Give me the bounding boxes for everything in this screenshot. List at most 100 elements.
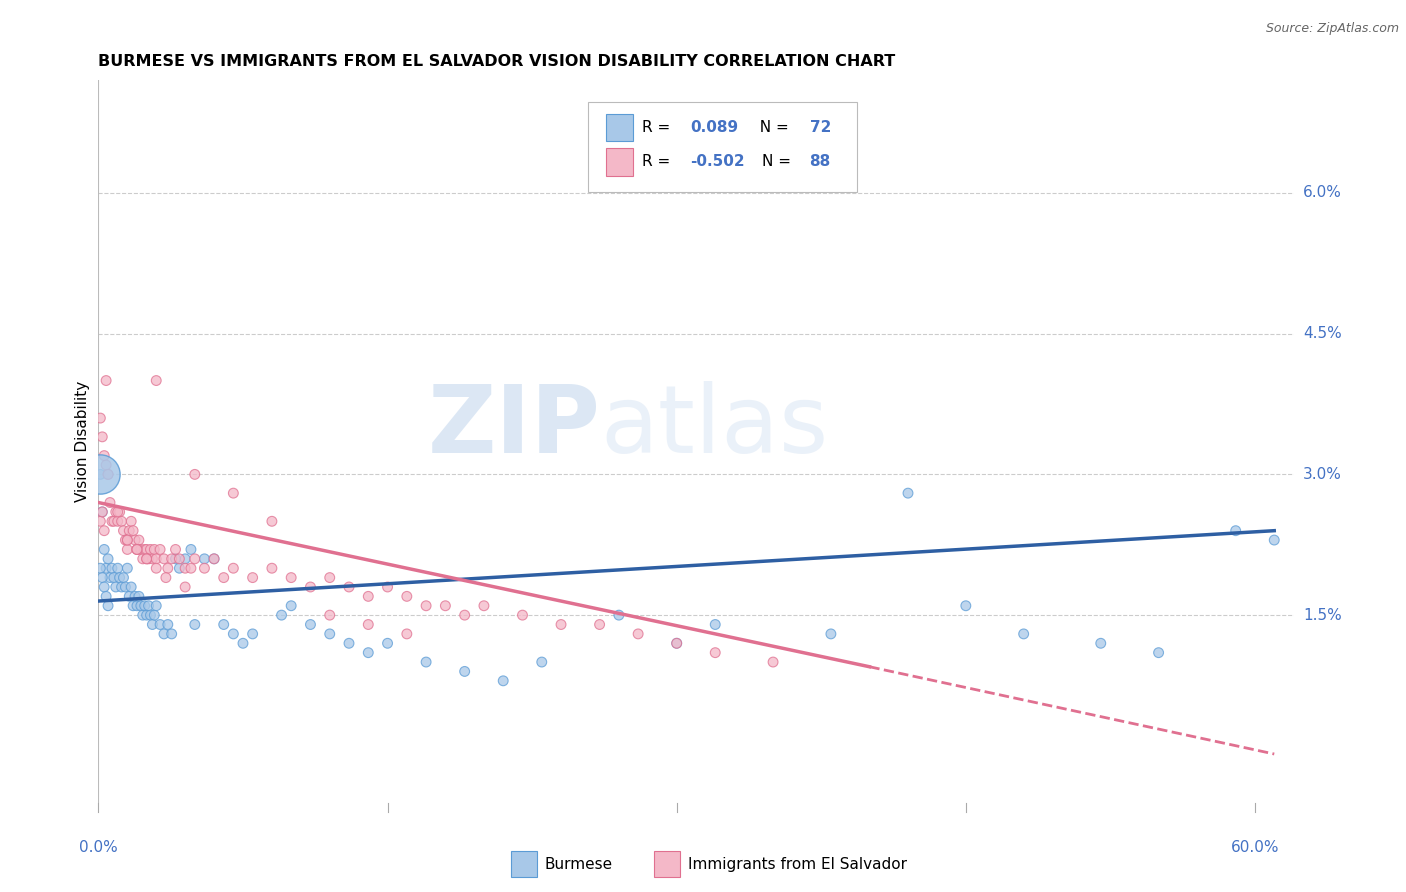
Point <box>94 561 117 575</box>
Point <box>149 617 172 632</box>
Point <box>101 561 124 575</box>
Point <box>94 458 117 472</box>
Text: atlas: atlas <box>600 381 828 473</box>
Point <box>107 514 129 528</box>
Point <box>280 571 302 585</box>
Point <box>1090 636 1112 650</box>
Point <box>357 646 380 660</box>
Point <box>108 571 131 585</box>
Point <box>415 599 437 613</box>
Point <box>117 533 139 547</box>
Point <box>193 561 215 575</box>
Point <box>135 608 157 623</box>
Point <box>104 505 127 519</box>
Point <box>145 561 167 575</box>
Point <box>103 514 125 528</box>
Text: 3.0%: 3.0% <box>1303 467 1343 482</box>
Point <box>820 627 842 641</box>
Point <box>1012 627 1035 641</box>
Point <box>627 627 650 641</box>
Text: 72: 72 <box>810 120 831 135</box>
Text: 0.0%: 0.0% <box>79 840 118 855</box>
Point <box>377 580 399 594</box>
Point <box>125 542 148 557</box>
Point <box>122 524 145 538</box>
Text: Source: ZipAtlas.com: Source: ZipAtlas.com <box>1265 22 1399 36</box>
Point <box>180 542 202 557</box>
Point <box>337 580 360 594</box>
Point <box>453 608 475 623</box>
Point <box>125 542 148 557</box>
Point <box>141 551 163 566</box>
Point <box>153 627 176 641</box>
Point <box>174 561 197 575</box>
Point <box>124 590 146 604</box>
Point <box>453 665 475 679</box>
Point <box>103 571 125 585</box>
Point <box>139 542 162 557</box>
Point <box>114 580 136 594</box>
Point <box>89 467 111 482</box>
Point <box>125 542 148 557</box>
Point <box>165 542 187 557</box>
Point <box>472 599 495 613</box>
Point <box>704 646 727 660</box>
Point <box>138 599 160 613</box>
Point <box>395 590 418 604</box>
Point <box>107 561 129 575</box>
Text: N =: N = <box>762 154 796 169</box>
Point <box>607 608 630 623</box>
Point <box>222 627 245 641</box>
Point <box>415 655 437 669</box>
Point <box>202 551 225 566</box>
Point <box>184 617 207 632</box>
Point <box>174 551 197 566</box>
Text: 60.0%: 60.0% <box>1230 840 1279 855</box>
Point <box>156 617 179 632</box>
Text: N =: N = <box>749 120 793 135</box>
Point <box>139 608 162 623</box>
Point <box>97 467 120 482</box>
Point <box>492 673 515 688</box>
Point <box>145 599 167 613</box>
Point <box>94 590 117 604</box>
Point <box>107 505 129 519</box>
Point <box>145 551 167 566</box>
Point <box>97 551 120 566</box>
Y-axis label: Vision Disability: Vision Disability <box>75 381 90 502</box>
FancyBboxPatch shape <box>606 148 633 176</box>
Point <box>134 542 156 557</box>
Point <box>149 542 172 557</box>
Point <box>91 571 114 585</box>
Point <box>299 580 322 594</box>
Point <box>1147 646 1170 660</box>
Point <box>174 580 197 594</box>
Point <box>97 599 120 613</box>
Point <box>108 505 131 519</box>
Point <box>94 374 117 388</box>
Point <box>143 608 166 623</box>
Point <box>89 411 111 425</box>
Point <box>97 467 120 482</box>
FancyBboxPatch shape <box>606 113 633 141</box>
Point <box>91 430 114 444</box>
Point <box>128 533 150 547</box>
Point <box>117 533 139 547</box>
Point <box>145 374 167 388</box>
Point <box>129 542 152 557</box>
Point <box>665 636 688 650</box>
FancyBboxPatch shape <box>589 102 858 193</box>
Point <box>91 505 114 519</box>
Point <box>232 636 254 650</box>
Point <box>117 561 139 575</box>
Point <box>128 590 150 604</box>
Point <box>112 571 135 585</box>
Point <box>160 551 183 566</box>
Point <box>110 514 132 528</box>
Text: 6.0%: 6.0% <box>1303 186 1343 201</box>
Point <box>1225 524 1247 538</box>
Point <box>512 608 534 623</box>
Point <box>665 636 688 650</box>
Point <box>1263 533 1285 547</box>
Point <box>377 636 399 650</box>
